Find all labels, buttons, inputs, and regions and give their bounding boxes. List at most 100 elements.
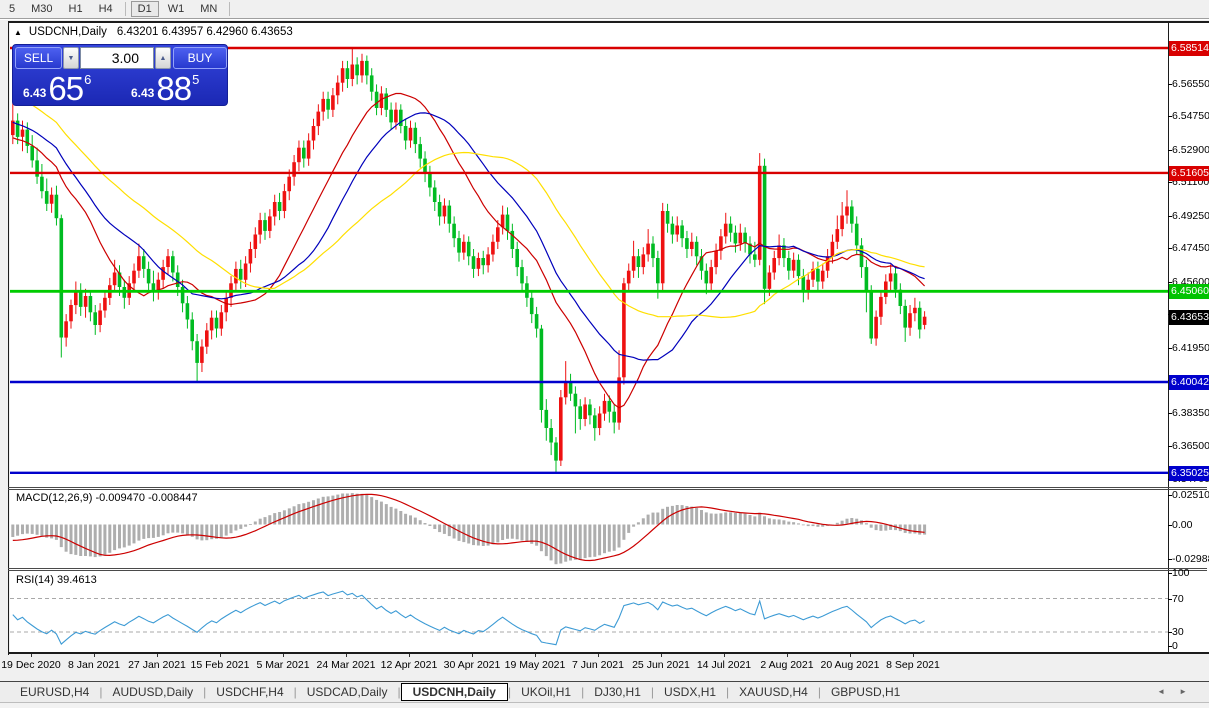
macd-histogram-bar: [433, 524, 437, 529]
macd-histogram-bar: [370, 497, 374, 525]
tab-usdx-h1[interactable]: USDX,H1: [664, 685, 717, 699]
candle-body: [622, 283, 626, 378]
buy-button[interactable]: BUY: [173, 47, 227, 69]
candle-body: [845, 206, 849, 216]
macd-histogram-bar: [869, 524, 873, 528]
candle-body: [195, 341, 199, 363]
macd-histogram-bar: [651, 512, 655, 525]
candle-body: [777, 245, 781, 259]
time-axis-label: 15 Feb 2021: [190, 659, 250, 671]
time-tick-mark: [157, 654, 158, 657]
tab-usdcnh-daily[interactable]: USDCNH,Daily: [400, 683, 508, 701]
macd-histogram-bar: [666, 506, 669, 525]
macd-histogram-bar: [64, 524, 68, 552]
macd-histogram-bar: [874, 524, 878, 531]
tab-eurusd-h4[interactable]: EURUSD,H4: [20, 685, 90, 699]
macd-histogram-bar: [181, 524, 185, 534]
candle-body: [578, 406, 582, 419]
candle-body: [345, 68, 350, 79]
candle-body: [292, 162, 296, 177]
tab-separator: |: [397, 685, 401, 699]
sell-button[interactable]: SELL: [15, 47, 62, 69]
macd-histogram-bar: [399, 511, 403, 525]
buy-price-display[interactable]: 6.43 88 5: [131, 71, 199, 105]
macd-histogram-bar: [724, 512, 728, 525]
macd-indicator-panel[interactable]: [10, 490, 1168, 568]
buy-price-prefix: 6.43: [131, 86, 155, 100]
macd-histogram-bar: [709, 513, 713, 525]
macd-histogram-bar: [821, 524, 825, 527]
tab-scroll-right-button[interactable]: ►: [1179, 687, 1201, 696]
candle-body: [331, 95, 335, 110]
macd-histogram-bar: [239, 524, 243, 529]
panel-splitter[interactable]: [8, 489, 1207, 490]
timeframe-button-w1[interactable]: W1: [167, 3, 185, 15]
macd-histogram-bar: [903, 524, 907, 533]
candle-body: [49, 194, 54, 204]
tab-gbpusd-h1[interactable]: GBPUSD,H1: [830, 685, 901, 699]
macd-histogram-bar: [50, 524, 54, 539]
time-tick-mark: [409, 654, 410, 657]
time-axis-label: 14 Jul 2021: [696, 659, 752, 671]
candle-body: [141, 256, 146, 269]
macd-histogram-bar: [54, 524, 58, 540]
macd-histogram-bar: [404, 513, 408, 525]
candle-body: [234, 268, 238, 284]
tab-dj30-h1[interactable]: DJ30,H1: [594, 685, 641, 699]
volume-input[interactable]: [80, 47, 154, 69]
tab-usdchf-h4[interactable]: USDCHF,H4: [216, 685, 284, 699]
candle-body: [224, 297, 228, 313]
candle-body: [408, 127, 413, 141]
panel-splitter[interactable]: [8, 487, 1207, 488]
price-chart-panel[interactable]: [10, 23, 1168, 487]
tab-xauusd-h4[interactable]: XAUUSD,H4: [739, 685, 808, 699]
candle-body: [83, 296, 88, 307]
price-scale-divider: [1168, 21, 1169, 654]
chart-tab-bar: EURUSD,H4 | AUDUSD,Daily | USDCHF,H4 | USDCAD,…: [0, 682, 1209, 702]
tab-ukoil-h1[interactable]: UKOil,H1: [521, 685, 572, 699]
candle-body: [432, 187, 437, 202]
macd-histogram-bar: [88, 524, 92, 557]
time-axis-label: 25 Jun 2021: [632, 659, 690, 671]
tab-scroll-left-button[interactable]: ◄: [1157, 687, 1180, 696]
tab-separator: |: [99, 685, 103, 699]
time-tick-mark: [346, 654, 347, 657]
macd-histogram-bar: [365, 495, 369, 525]
timeframe-button-d1[interactable]: D1: [130, 1, 159, 17]
macd-histogram-bar: [801, 524, 805, 526]
candle-body: [137, 256, 141, 271]
panel-splitter[interactable]: [8, 568, 1207, 569]
rsi-indicator-panel[interactable]: [10, 571, 1168, 652]
tab-separator: |: [507, 685, 512, 699]
candle-body: [820, 270, 825, 282]
timeframe-button-m30[interactable]: M30: [31, 3, 53, 15]
tab-audusd-daily[interactable]: AUDUSD,Daily: [112, 685, 194, 699]
macd-histogram-bar: [520, 524, 524, 541]
buy-price-pip: 5: [192, 72, 200, 87]
collapse-triangle-icon[interactable]: ▲: [14, 27, 22, 37]
candle-body: [801, 276, 806, 293]
tab-usdcad-daily[interactable]: USDCAD,Daily: [306, 685, 388, 699]
timeframe-button-h1[interactable]: H1: [68, 3, 83, 15]
timeframe-button-5[interactable]: 5: [9, 3, 16, 15]
timeframe-button-h4[interactable]: H4: [98, 3, 113, 15]
tab-scroll-arrows: ◄►: [1157, 687, 1201, 696]
timeframe-button-mn[interactable]: MN: [200, 3, 218, 15]
sell-price-display[interactable]: 6.43 65 6: [23, 71, 91, 105]
macd-histogram-bar: [908, 524, 912, 534]
candle-body: [811, 268, 815, 280]
macd-histogram-bar: [549, 524, 553, 561]
macd-histogram-bar: [690, 506, 694, 525]
volume-increase-button[interactable]: ▲: [155, 47, 171, 69]
macd-histogram-bar: [787, 521, 791, 525]
candle-body: [563, 381, 568, 398]
time-tick-mark: [598, 654, 599, 657]
price-tick-mark: [1168, 150, 1172, 151]
volume-decrease-button[interactable]: ▼: [63, 47, 79, 69]
macd-histogram-bar: [515, 524, 519, 540]
panel-splitter[interactable]: [8, 570, 1207, 571]
candle-body: [40, 176, 44, 192]
macd-histogram-bar: [840, 520, 844, 525]
macd-tick-label: -0.029881: [1172, 553, 1209, 565]
macd-histogram-bar: [603, 524, 606, 554]
